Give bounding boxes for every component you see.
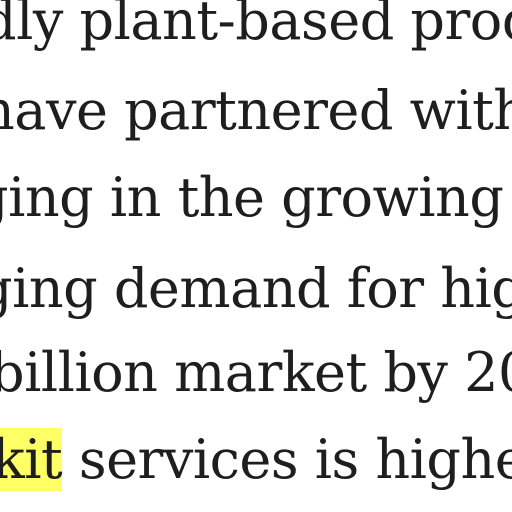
text-line-1: dly plant-based produ (0, 0, 512, 48)
text-segment: ging demand for high (0, 257, 512, 320)
text-line-3: ging in the growing r (0, 171, 512, 225)
text-segment: services is highest (78, 428, 512, 491)
text-segment: nave partnered with g (0, 79, 512, 142)
text-line-5: billion market by 20 (0, 346, 512, 400)
text-segment: billion market by 20 (0, 341, 512, 404)
text-segment: ging in the growing (0, 166, 512, 229)
text-line-4: ging demand for high (0, 262, 512, 316)
text-segment: dly plant-based produ (0, 0, 512, 52)
highlighted-text: kit (0, 428, 63, 491)
text-line-2: nave partnered with g (0, 84, 512, 138)
text-line-6: kit services is highest (0, 428, 512, 491)
